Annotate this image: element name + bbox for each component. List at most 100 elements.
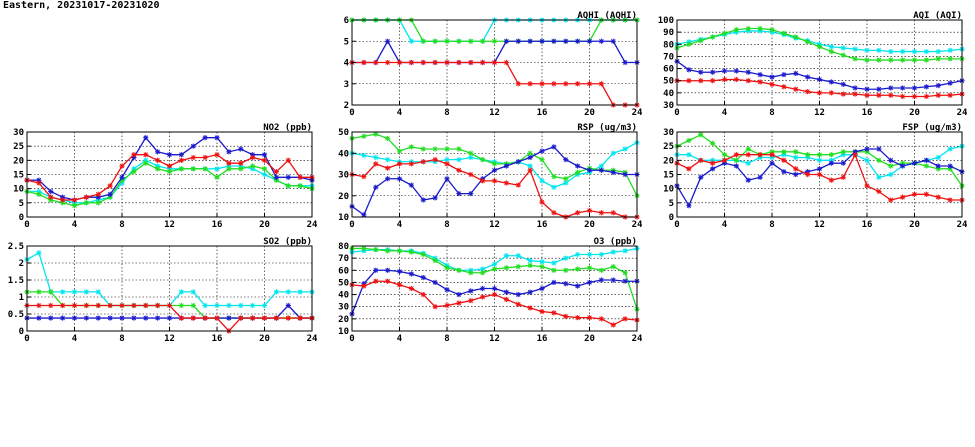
data-point-green <box>622 270 628 276</box>
y-tick-label: 50 <box>338 278 349 288</box>
data-point-blue <box>610 277 616 283</box>
data-point-red <box>261 315 268 321</box>
data-point-red <box>852 152 858 158</box>
data-point-red <box>385 278 391 284</box>
data-point-red <box>480 59 486 66</box>
data-point-blue <box>527 289 533 295</box>
data-point-blue <box>178 152 184 158</box>
data-point-red <box>456 59 462 66</box>
data-point-red <box>444 302 450 309</box>
y-tick-label: 0 <box>19 327 24 337</box>
data-point-red <box>840 91 846 97</box>
x-tick-label: 16 <box>212 220 223 230</box>
data-point-red <box>95 302 101 309</box>
data-point-red <box>420 159 426 165</box>
x-tick-label: 12 <box>489 334 500 344</box>
data-point-green <box>261 166 268 172</box>
data-point-green <box>36 191 42 197</box>
data-point-red <box>828 177 834 183</box>
data-point-red <box>805 171 811 178</box>
data-point-cyan <box>36 250 42 256</box>
data-point-red <box>733 152 739 158</box>
x-tick-label: 24 <box>632 334 643 344</box>
data-point-green <box>745 146 751 152</box>
y-tick-label: 60 <box>338 266 349 276</box>
data-point-blue <box>935 163 941 169</box>
data-point-red <box>261 157 268 163</box>
data-point-green <box>911 57 918 63</box>
data-point-red <box>551 81 557 87</box>
data-point-cyan <box>551 184 557 190</box>
data-point-red <box>119 302 125 309</box>
data-point-blue <box>864 146 870 152</box>
data-point-green <box>396 148 403 154</box>
data-point-cyan <box>385 157 391 163</box>
x-tick-label: 0 <box>24 220 29 230</box>
data-point-cyan <box>828 44 834 50</box>
y-tick-label: 25 <box>13 142 24 152</box>
data-point-red <box>781 157 787 163</box>
data-point-green <box>781 30 787 36</box>
data-point-cyan <box>261 171 268 178</box>
data-point-blue <box>539 148 545 154</box>
y-tick-label: 2 <box>344 101 349 111</box>
data-point-cyan <box>60 289 66 295</box>
data-point-red <box>373 278 379 284</box>
data-point-green <box>852 56 858 62</box>
data-point-green <box>575 266 581 272</box>
chart-aqi: 0 4 8 12 16 20 24 30 40 50 60 70 80 90 100 AQI (AQI) <box>658 11 968 118</box>
data-point-red <box>698 157 704 163</box>
data-point-red <box>373 59 379 66</box>
data-point-green <box>721 30 728 36</box>
y-tick-label: 0 <box>19 213 24 223</box>
data-point-blue <box>840 160 846 166</box>
data-point-cyan <box>503 253 509 259</box>
data-point-red <box>361 283 367 289</box>
data-point-cyan <box>444 157 450 163</box>
data-point-cyan <box>622 146 628 152</box>
data-point-blue <box>119 174 125 180</box>
data-point-green <box>71 203 78 209</box>
data-point-red <box>468 59 474 66</box>
data-point-blue <box>563 157 569 163</box>
data-point-red <box>238 315 244 321</box>
data-point-blue <box>840 81 846 87</box>
data-point-red <box>935 92 941 98</box>
x-tick-label: 4 <box>72 334 78 344</box>
data-point-blue <box>710 166 716 172</box>
data-point-red <box>539 199 545 205</box>
x-tick-label: 4 <box>397 220 403 230</box>
data-point-red <box>285 315 291 321</box>
data-point-cyan <box>297 289 303 295</box>
data-point-green <box>888 163 894 169</box>
data-point-red <box>586 208 593 214</box>
data-point-red <box>575 210 581 216</box>
y-tick-label: 5 <box>669 199 674 209</box>
data-point-red <box>480 178 486 184</box>
data-point-green <box>444 38 450 44</box>
data-point-red <box>408 285 414 292</box>
data-point-green <box>721 152 728 158</box>
data-point-red <box>250 315 256 321</box>
data-point-red <box>250 154 256 161</box>
data-point-blue <box>503 163 509 169</box>
data-point-red <box>107 302 113 309</box>
data-point-blue <box>947 163 953 169</box>
data-point-cyan <box>456 157 462 163</box>
series-line-blue <box>676 60 963 90</box>
data-point-red <box>888 92 894 98</box>
data-point-blue <box>745 177 751 183</box>
data-point-green <box>733 157 739 163</box>
data-point-red <box>297 174 303 180</box>
data-point-blue <box>155 315 161 321</box>
data-point-blue <box>923 157 929 163</box>
data-point-red <box>131 302 137 309</box>
data-point-cyan <box>876 47 882 53</box>
data-point-cyan <box>947 146 953 152</box>
data-point-green <box>923 163 929 169</box>
x-tick-label: 4 <box>722 108 728 118</box>
data-point-red <box>60 197 66 203</box>
data-point-green <box>864 57 870 63</box>
x-tick-label: 24 <box>957 108 968 118</box>
y-tick-label: 40 <box>338 149 349 159</box>
